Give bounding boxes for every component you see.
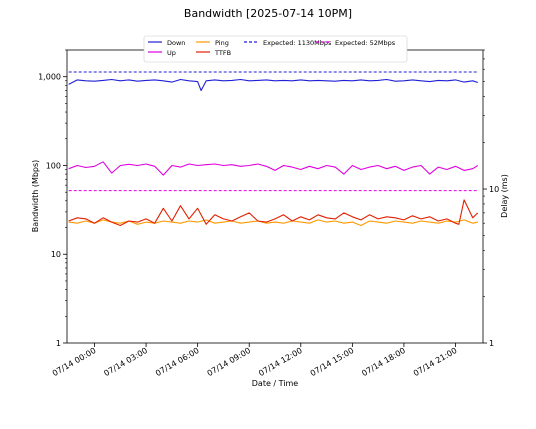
series-line-up xyxy=(68,161,479,176)
legend-label: Expected: 52Mbps xyxy=(335,39,396,47)
x-tick-label: 07/14 00:00 xyxy=(51,346,98,378)
y-tick-label-left: 1,000 xyxy=(38,73,61,82)
legend-label: Up xyxy=(167,49,176,57)
chart-title: Bandwidth [2025-07-14 10PM] xyxy=(184,7,352,20)
x-tick-label: 07/14 06:00 xyxy=(154,346,201,378)
y-axis-label-right: Delay (ms) xyxy=(500,174,509,218)
legend-label: TTFB xyxy=(214,49,231,57)
y-tick-label-left: 100 xyxy=(46,161,61,170)
x-tick-label: 07/14 09:00 xyxy=(206,346,253,378)
legend-label: Down xyxy=(167,39,185,47)
x-tick-label: 07/14 18:00 xyxy=(360,346,407,378)
x-tick-label: 07/14 03:00 xyxy=(102,346,149,378)
legend-label: Expected: 1130Mbps xyxy=(263,39,332,47)
y-tick-label-left: 1 xyxy=(56,339,61,348)
series-lines xyxy=(68,71,479,227)
series-line-down xyxy=(68,78,478,92)
y-axis-label-left: Bandwidth (Mbps) xyxy=(31,160,40,233)
y-tick-label-right: 10 xyxy=(489,185,499,194)
x-tick-label: 07/14 12:00 xyxy=(257,346,304,378)
series-line-ping xyxy=(68,219,478,227)
legend: Down Up Ping TTFB Expected: 1130Mbps Expected… xyxy=(143,35,408,63)
legend-label: Ping xyxy=(215,39,229,47)
x-tick-label: 07/14 15:00 xyxy=(309,346,356,378)
x-tick-label: 07/14 21:00 xyxy=(412,346,459,378)
y-tick-label-left: 10 xyxy=(51,250,61,259)
plot-area xyxy=(66,49,484,344)
y-tick-label-right: 1 xyxy=(489,339,494,348)
series-line-ttfb xyxy=(68,199,479,227)
x-axis-label: Date / Time xyxy=(252,379,299,388)
